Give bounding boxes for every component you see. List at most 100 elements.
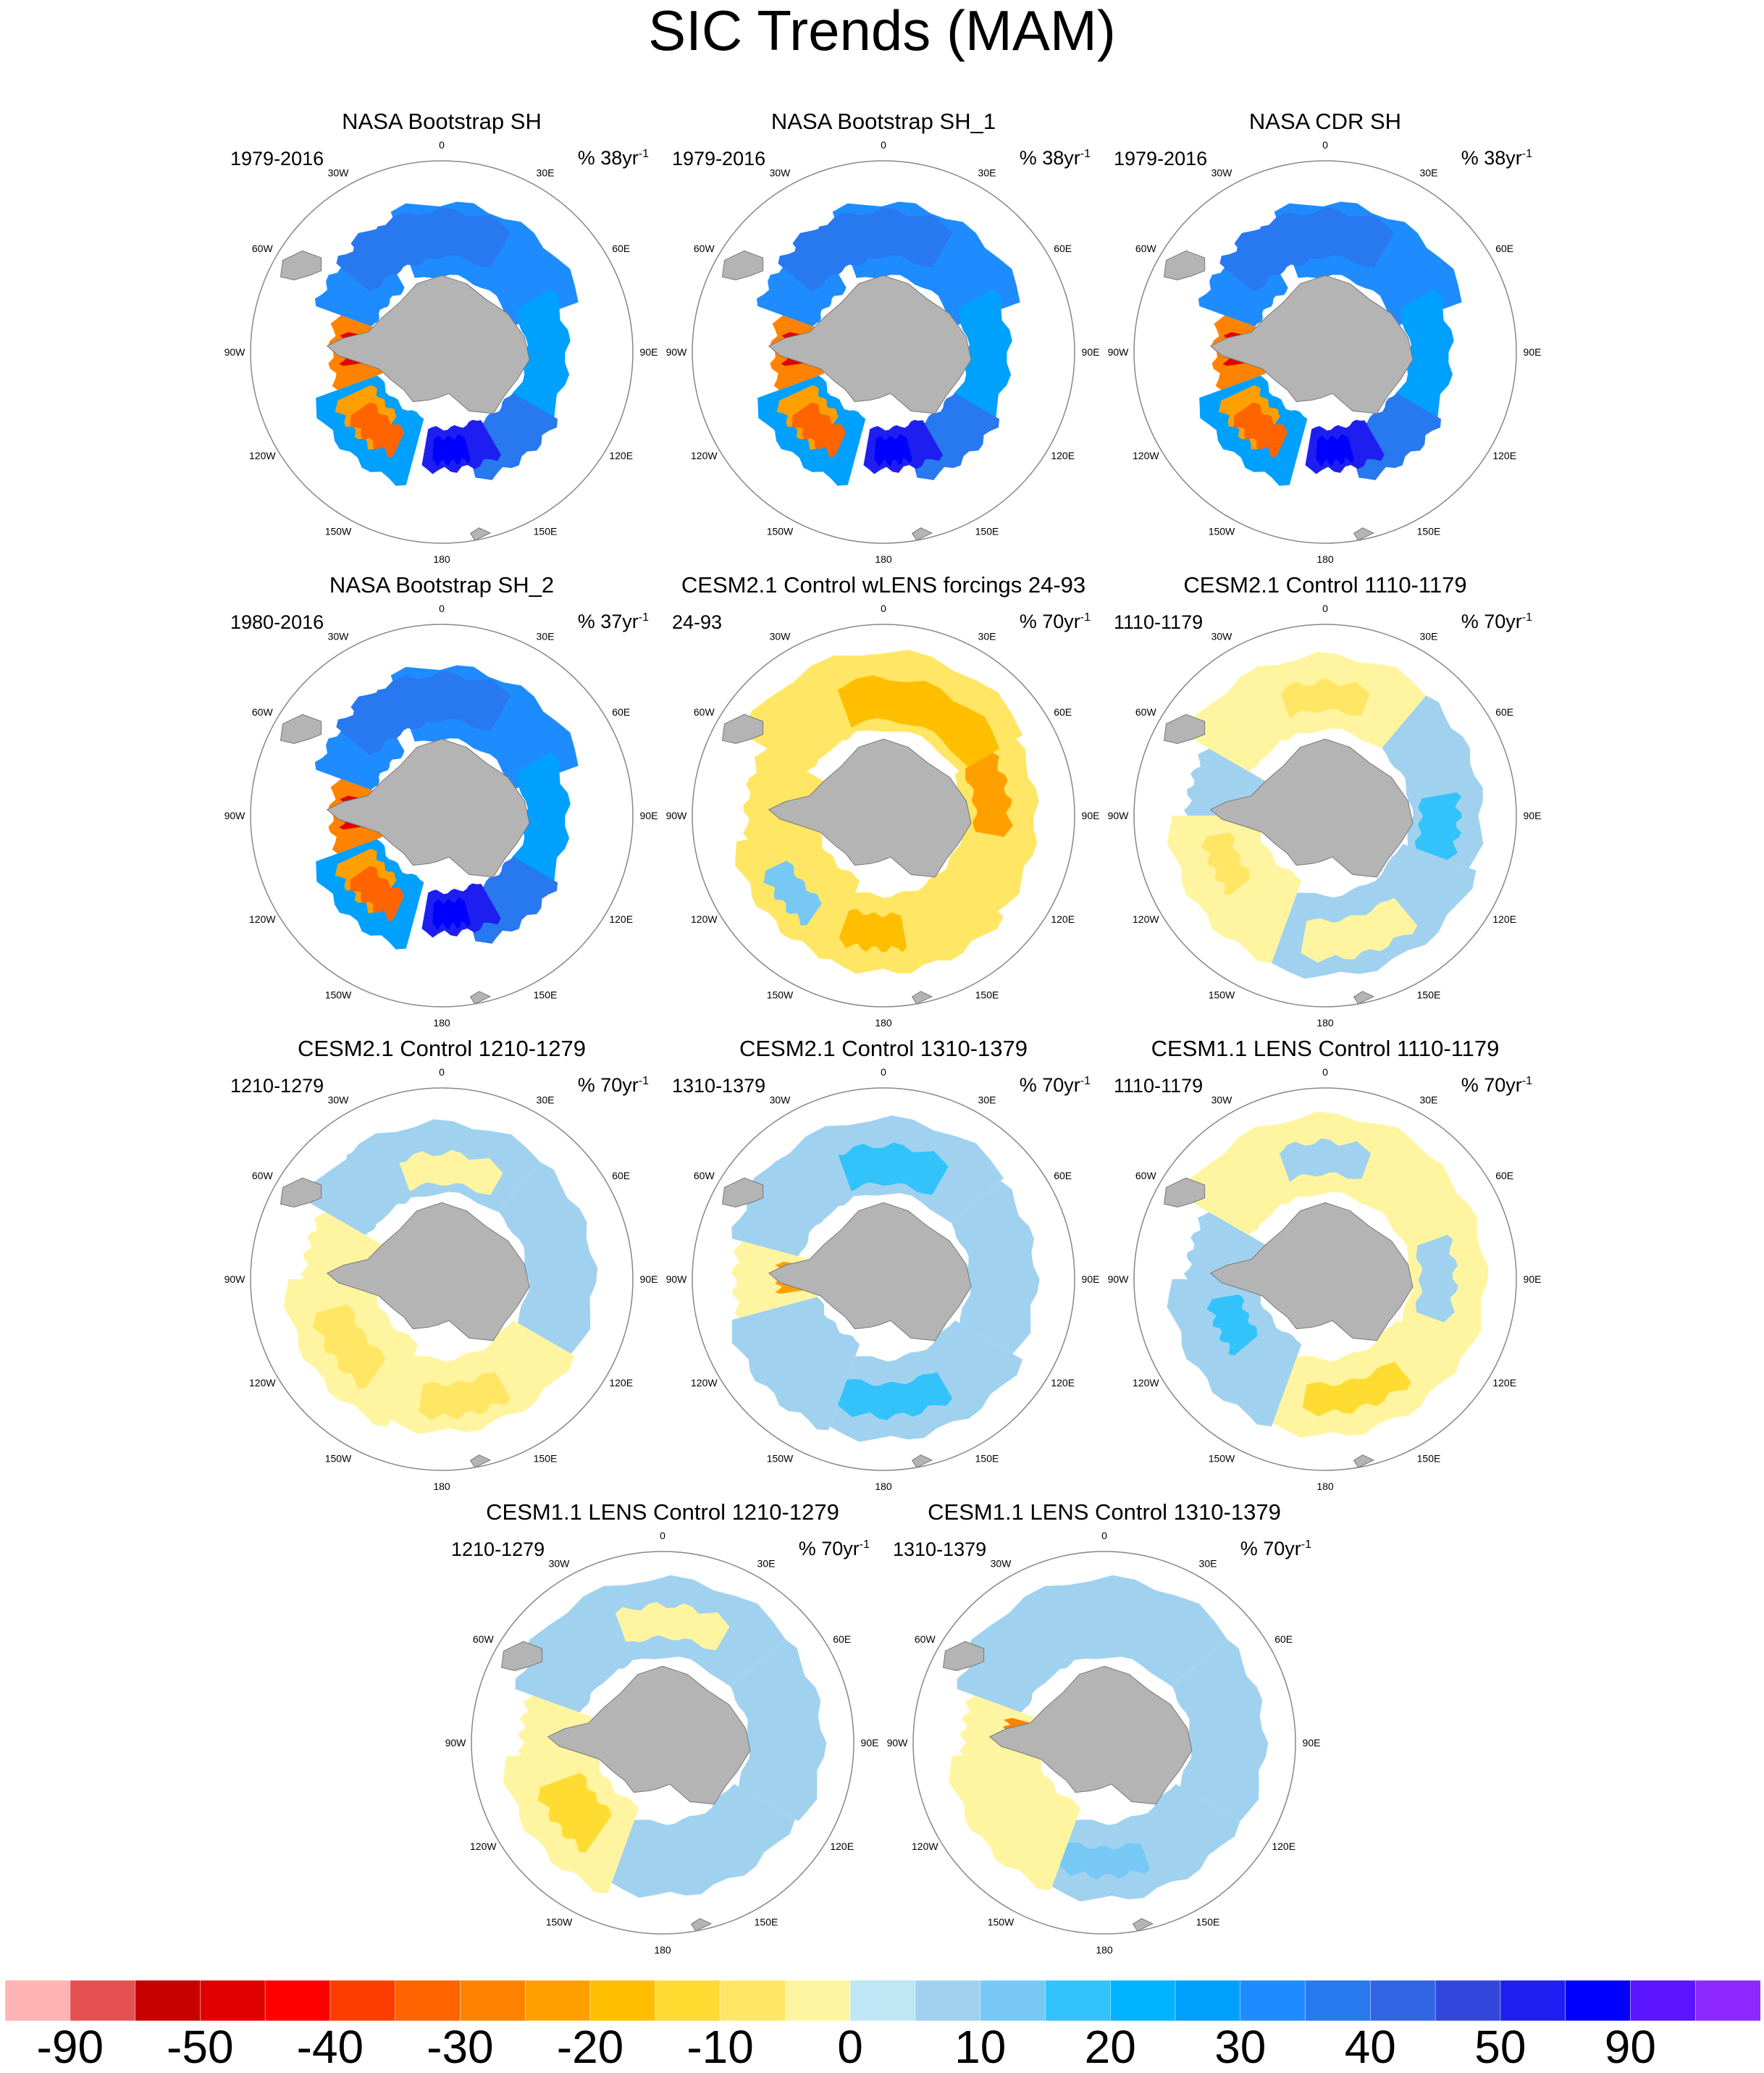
map-boundary <box>692 160 1075 544</box>
antarctica-land <box>326 738 530 878</box>
trend-region <box>537 1772 612 1853</box>
longitude-label: 60E <box>1274 1633 1293 1645</box>
map-panel: CESM2.1 Control 1310-1379 1310-1379 % 70yr… <box>666 1036 1101 1499</box>
longitude-label: 60W <box>694 243 715 254</box>
longitude-label: 30E <box>978 1094 996 1105</box>
longitude-label: 150E <box>1417 526 1441 537</box>
longitude-label: 90E <box>640 810 658 821</box>
longitude-label: 120W <box>249 450 276 461</box>
longitude-label: 120W <box>1133 450 1159 461</box>
colorbar-tick: 10 <box>954 2021 1007 2073</box>
polar-map: 0 30E 60E 90E 120E 150E 180 150W 120W 90W 60W 30W <box>224 603 658 1029</box>
longitude-label: 120W <box>1133 913 1159 925</box>
south-america-land <box>280 250 322 281</box>
south-america-land <box>721 1177 764 1208</box>
map-boundary <box>471 1551 854 1935</box>
longitude-label: 90W <box>1108 346 1130 358</box>
colorbar-tick: -90 <box>36 2021 104 2073</box>
trend-region <box>965 752 1013 837</box>
longitude-label: 30W <box>1211 630 1233 642</box>
colorbar-tick: 50 <box>1474 2021 1526 2073</box>
map-panel: CESM2.1 Control 1210-1279 1210-1279 % 70yr… <box>224 1036 659 1499</box>
panel-period: 24-93 <box>672 611 723 633</box>
new-zealand-land <box>911 991 933 1005</box>
antarctica-land <box>547 1665 751 1805</box>
longitude-label: 120W <box>691 450 718 461</box>
antarctica-land <box>988 1665 1193 1805</box>
trend-region <box>751 674 854 771</box>
longitude-label: 120W <box>470 1840 497 1852</box>
longitude-label: 150W <box>1209 526 1235 537</box>
longitude-label: 30E <box>1420 1094 1438 1105</box>
panel-units: % 70yr-1 <box>1461 611 1532 632</box>
map-boundary <box>692 624 1075 1008</box>
longitude-label: 60W <box>473 1633 495 1645</box>
longitude-label: 60E <box>612 243 630 254</box>
longitude-label: 120W <box>1133 1377 1159 1389</box>
colorbar-swatch <box>460 1980 526 2021</box>
colorbar-swatch <box>1694 1980 1760 2021</box>
trend-region <box>1193 674 1295 771</box>
trend-region <box>949 1749 1081 1890</box>
longitude-label: 90W <box>666 346 688 358</box>
panel-title: CESM2.1 Control 1210-1279 <box>297 1036 587 1061</box>
longitude-label: 0 <box>439 139 445 151</box>
trend-region <box>432 434 471 467</box>
antarctica-land <box>768 275 972 414</box>
longitude-label: 90E <box>640 1273 658 1285</box>
map-boundary <box>1133 160 1517 544</box>
longitude-label: 180 <box>875 1017 892 1029</box>
longitude-label: 150E <box>534 989 558 1001</box>
panel-period: 1979-2016 <box>1114 148 1208 169</box>
panel-units: % 70yr-1 <box>1461 1074 1532 1096</box>
colorbar <box>5 1980 1760 2021</box>
trend-region <box>731 1297 860 1431</box>
colorbar-swatch <box>589 1980 656 2021</box>
longitude-label: 60W <box>1135 706 1157 718</box>
south-america-land <box>1163 1177 1206 1208</box>
map-panel: CESM2.1 Control 1110-1179 1110-1179 % 70yr… <box>1108 572 1542 1036</box>
colorbar-swatch <box>849 1980 916 2021</box>
longitude-label: 180 <box>1316 553 1334 565</box>
longitude-label: 30E <box>537 167 555 178</box>
trend-region <box>1219 215 1309 292</box>
antarctica-land <box>768 1202 972 1341</box>
new-zealand-land <box>1132 1918 1154 1932</box>
trend-region <box>791 402 847 458</box>
longitude-label: 30W <box>328 167 350 178</box>
trend-region <box>313 1304 386 1389</box>
south-america-land <box>721 713 764 745</box>
trend-region <box>731 1135 854 1257</box>
polar-map: 0 30E 60E 90E 120E 150E 180 150W 120W 90W 60W 30W <box>1108 139 1542 565</box>
colorbar-tick: 90 <box>1604 2021 1656 2073</box>
colorbar-tick: 0 <box>837 2021 863 2073</box>
trend-region <box>611 1784 795 1898</box>
longitude-label: 0 <box>1322 1066 1328 1078</box>
longitude-label: 120E <box>1492 450 1516 461</box>
polar-map: 0 30E 60E 90E 120E 150E 180 150W 120W 90W 60W 30W <box>666 603 1100 1029</box>
colorbar-tick: -10 <box>686 2021 754 2073</box>
longitude-label: 0 <box>1322 603 1328 614</box>
longitude-label: 180 <box>1316 1017 1334 1029</box>
longitude-label: 30E <box>537 630 555 642</box>
longitude-label: 180 <box>654 1944 671 1956</box>
longitude-label: 90E <box>1082 810 1100 821</box>
longitude-label: 0 <box>881 1066 886 1078</box>
longitude-label: 120E <box>1051 450 1075 461</box>
trend-region <box>350 402 405 458</box>
longitude-label: 150E <box>975 989 999 1001</box>
trend-region <box>378 1149 503 1195</box>
longitude-label: 180 <box>433 1017 450 1029</box>
trend-region <box>794 675 1000 767</box>
longitude-label: 30E <box>978 630 996 642</box>
panel-period: 1980-2016 <box>230 611 324 633</box>
longitude-label: 30E <box>1420 630 1438 642</box>
colorbar-tick: 40 <box>1344 2021 1396 2073</box>
longitude-label: 30W <box>991 1557 1012 1569</box>
colorbar-swatch <box>980 1980 1046 2021</box>
trend-region <box>1316 434 1354 467</box>
trend-region <box>1206 1294 1258 1356</box>
polar-map: 0 30E 60E 90E 120E 150E 180 150W 120W 90W 60W 30W <box>1108 1066 1542 1492</box>
longitude-label: 120W <box>249 913 276 925</box>
south-america-land <box>280 1177 322 1208</box>
